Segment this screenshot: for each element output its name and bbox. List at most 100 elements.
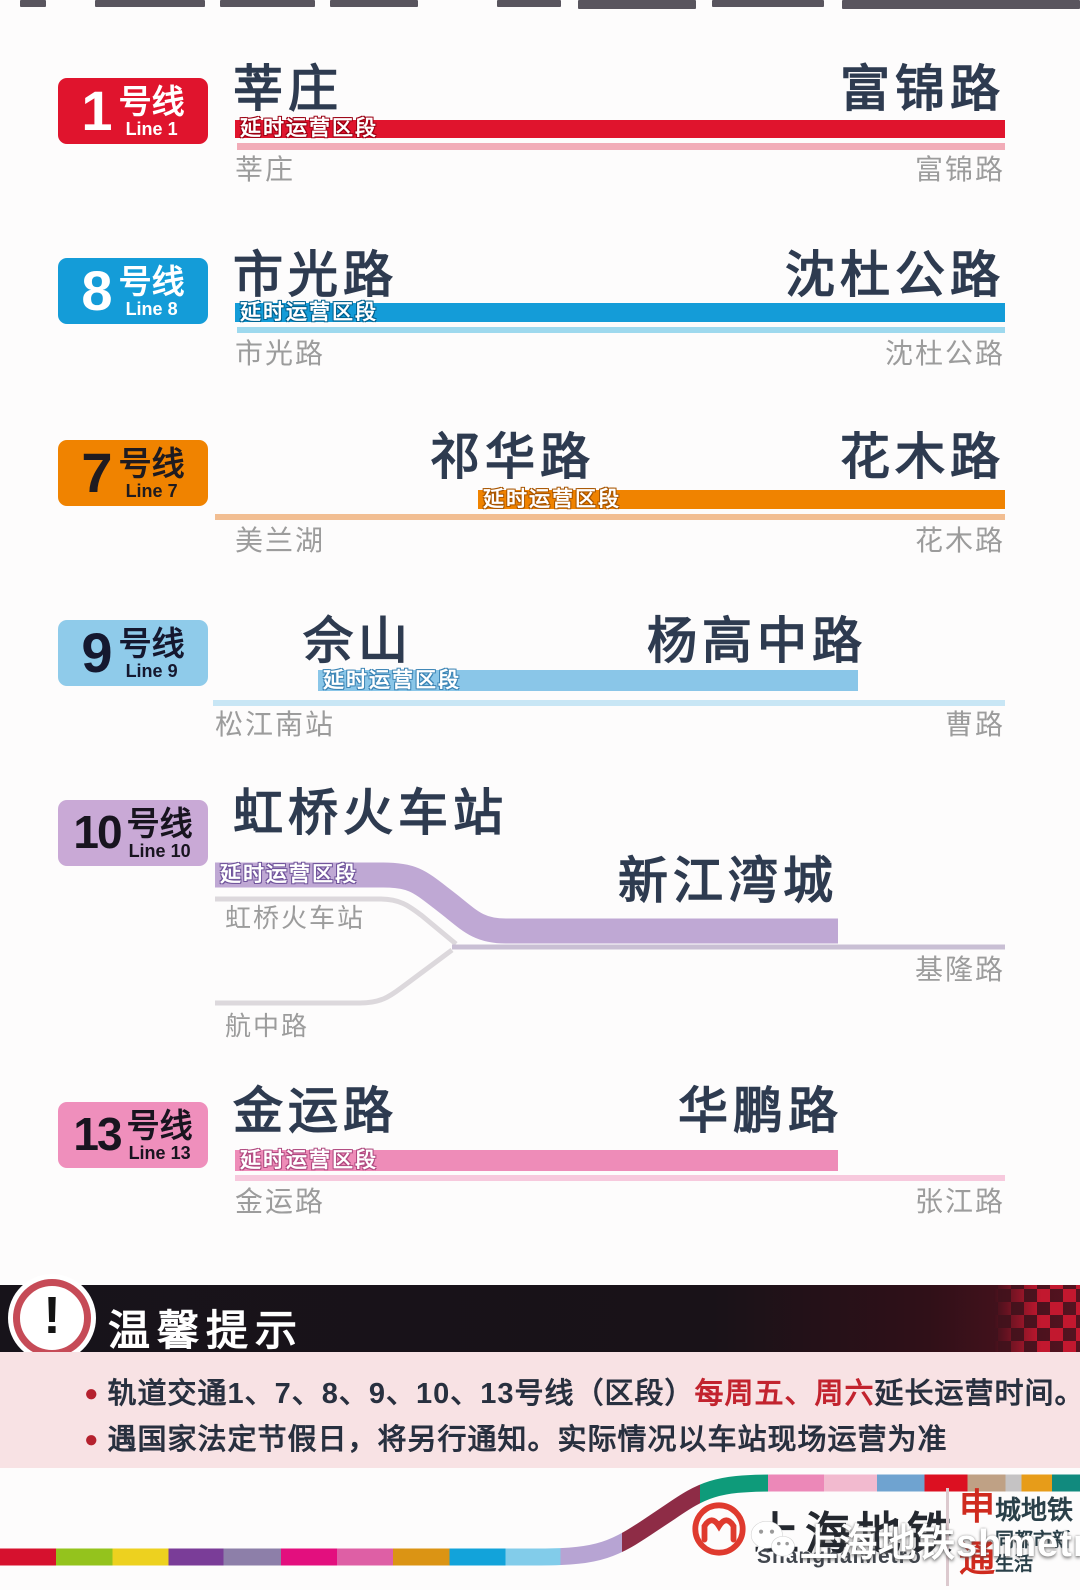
brand-name-en: ShanghaiMetro (757, 1545, 922, 1568)
line-number: 8 (81, 258, 113, 322)
line-10-endpoint-upper-left: 虹桥火车站 (225, 903, 366, 933)
line-suffix: 号线 (118, 444, 185, 482)
tip-line-2: ● 遇国家法定节假日，将另行通知。实际情况以车站现场运营为准 (84, 1416, 948, 1458)
line-en: Line 13 (128, 1142, 191, 1163)
line-9-badge: 9 号线 Line 9 (58, 620, 208, 686)
line-10-station-left: 虹桥火车站 (233, 785, 508, 841)
checker-pattern (994, 1285, 1080, 1352)
line-1-track-line (237, 143, 1005, 150)
line-number: 9 (81, 620, 113, 684)
line-10-branch-diagram (215, 862, 1005, 1006)
top-crop-artifact (712, 0, 824, 7)
top-crop-artifact (20, 0, 46, 7)
line-1-badge: 1 号线 Line 1 (58, 78, 208, 144)
line-en: Line 7 (125, 480, 178, 501)
tip-line-1: ● 轨道交通1、7、8、9、10、13号线（区段）每周五、周六延长运营时间。 (84, 1370, 1080, 1412)
line-badge-text: 号线 Line 13 (127, 1109, 193, 1162)
line-7-endpoint-right: 花木路 (914, 525, 1005, 556)
top-crop-artifact (578, 0, 696, 9)
line-suffix: 号线 (118, 82, 185, 120)
line-badge-text: 号线 Line 10 (127, 807, 193, 860)
line-8-endpoint-right: 沈杜公路 (884, 338, 1005, 369)
line-1-segment-label: 延时运营区段 (240, 117, 378, 140)
footer-divider (946, 1488, 949, 1586)
tip-1-highlight: 每周五、周六 (694, 1378, 875, 1410)
exclamation-icon: ! (13, 1279, 91, 1357)
line-number: 10 (73, 806, 122, 859)
line-10-badge: 10 号线 Line 10 (58, 800, 208, 866)
metro-lines-ribbon (0, 1474, 1080, 1566)
notice-title: 温馨提示 (108, 1307, 305, 1354)
line-en: Line 8 (125, 298, 178, 319)
slogan-big-char: 申 (959, 1486, 996, 1527)
line-badge-text: 号线 Line 1 (119, 85, 185, 138)
bullet-dot: ● (84, 1426, 100, 1453)
tip-1-suffix: 延长运营时间。 (874, 1378, 1080, 1410)
top-crop-artifact (330, 0, 418, 7)
line-8-station-right: 沈杜公路 (785, 247, 1005, 303)
line-7-track-line (215, 514, 1005, 520)
line-suffix: 号线 (126, 804, 193, 842)
top-crop-artifact (842, 0, 1080, 9)
line-9-station-left: 佘山 (303, 613, 413, 669)
slogan-rest: 城地铁 (995, 1495, 1074, 1526)
line-1-endpoint-left: 莘庄 (235, 154, 296, 185)
line-10-endpoint-right: 基隆路 (914, 954, 1005, 985)
line-9-endpoint-left: 松江南站 (215, 709, 336, 740)
top-crop-artifact (95, 0, 205, 7)
line-8-station-left: 市光路 (233, 247, 398, 303)
footer-slogan: 申 城地铁 通 同都市新生活 (959, 1489, 1079, 1581)
notice-header-bar (0, 1285, 1080, 1352)
line-13-segment-bar (235, 1150, 838, 1171)
line-number: 13 (73, 1108, 122, 1161)
line-13-badge: 13 号线 Line 13 (58, 1102, 208, 1168)
line-7-badge: 7 号线 Line 7 (58, 440, 208, 506)
line-13-segment-label: 延时运营区段 (240, 1149, 378, 1172)
line-10-station-right: 新江湾城 (618, 853, 838, 909)
line-8-segment-bar (235, 303, 1005, 322)
line-en: Line 1 (125, 118, 178, 139)
line-number: 1 (81, 78, 113, 142)
line-7-segment-bar (478, 490, 1005, 509)
line-badge-text: 号线 Line 9 (119, 627, 185, 680)
line-7-segment-label: 延时运营区段 (483, 488, 621, 511)
slogan-big-char: 通 (959, 1537, 996, 1579)
line-9-track-line (213, 700, 1005, 706)
line-13-station-right: 华鹏路 (678, 1083, 843, 1139)
line-10-segment-label: 延时运营区段 (220, 863, 358, 886)
line-suffix: 号线 (118, 262, 185, 300)
line-en: Line 10 (128, 840, 191, 861)
wechat-watermark: 上海地铁shmetro (748, 1512, 1080, 1567)
line-8-badge: 8 号线 Line 8 (58, 258, 208, 324)
line-10-endpoint-lower-left: 航中路 (225, 1011, 310, 1041)
line-suffix: 号线 (126, 1106, 193, 1144)
line-7-station-right: 花木路 (840, 429, 1005, 485)
line-number: 7 (81, 440, 113, 504)
line-13-endpoint-left: 金运路 (235, 1186, 326, 1217)
line-13-endpoint-right: 张江路 (914, 1186, 1005, 1217)
line-8-endpoint-left: 市光路 (235, 338, 326, 369)
line-1-endpoint-right: 富锦路 (914, 154, 1005, 185)
line-9-endpoint-right: 曹路 (944, 709, 1005, 740)
line-9-segment-label: 延时运营区段 (323, 669, 461, 692)
line-9-station-right: 杨高中路 (647, 613, 867, 669)
tips-panel: ● 轨道交通1、7、8、9、10、13号线（区段）每周五、周六延长运营时间。 ● 遇… (0, 1352, 1080, 1468)
slogan-line-2: 通 同都市新生活 (959, 1529, 1079, 1577)
top-crop-artifact (497, 0, 561, 7)
slogan-rest: 同都市新生活 (995, 1530, 1072, 1575)
line-badge-text: 号线 Line 8 (119, 265, 185, 318)
shanghai-metro-logo-icon (692, 1502, 746, 1556)
tip-1-prefix: 轨道交通1、7、8、9、10、13号线（区段） (107, 1378, 695, 1410)
watermark-text: 上海地铁shmetro (800, 1523, 1080, 1565)
bullet-dot: ● (84, 1380, 100, 1407)
line-1-segment-bar (235, 120, 1005, 138)
line-13-track-line (235, 1175, 1005, 1181)
line-9-segment-bar (318, 670, 858, 691)
line-1-station-left: 莘庄 (233, 61, 343, 117)
line-badge-text: 号线 Line 7 (119, 447, 185, 500)
line-7-endpoint-left: 美兰湖 (235, 525, 326, 556)
line-1-station-right: 富锦路 (840, 61, 1005, 117)
line-suffix: 号线 (118, 624, 185, 662)
line-13-station-left: 金运路 (233, 1083, 398, 1139)
line-8-track-line (237, 327, 1005, 333)
